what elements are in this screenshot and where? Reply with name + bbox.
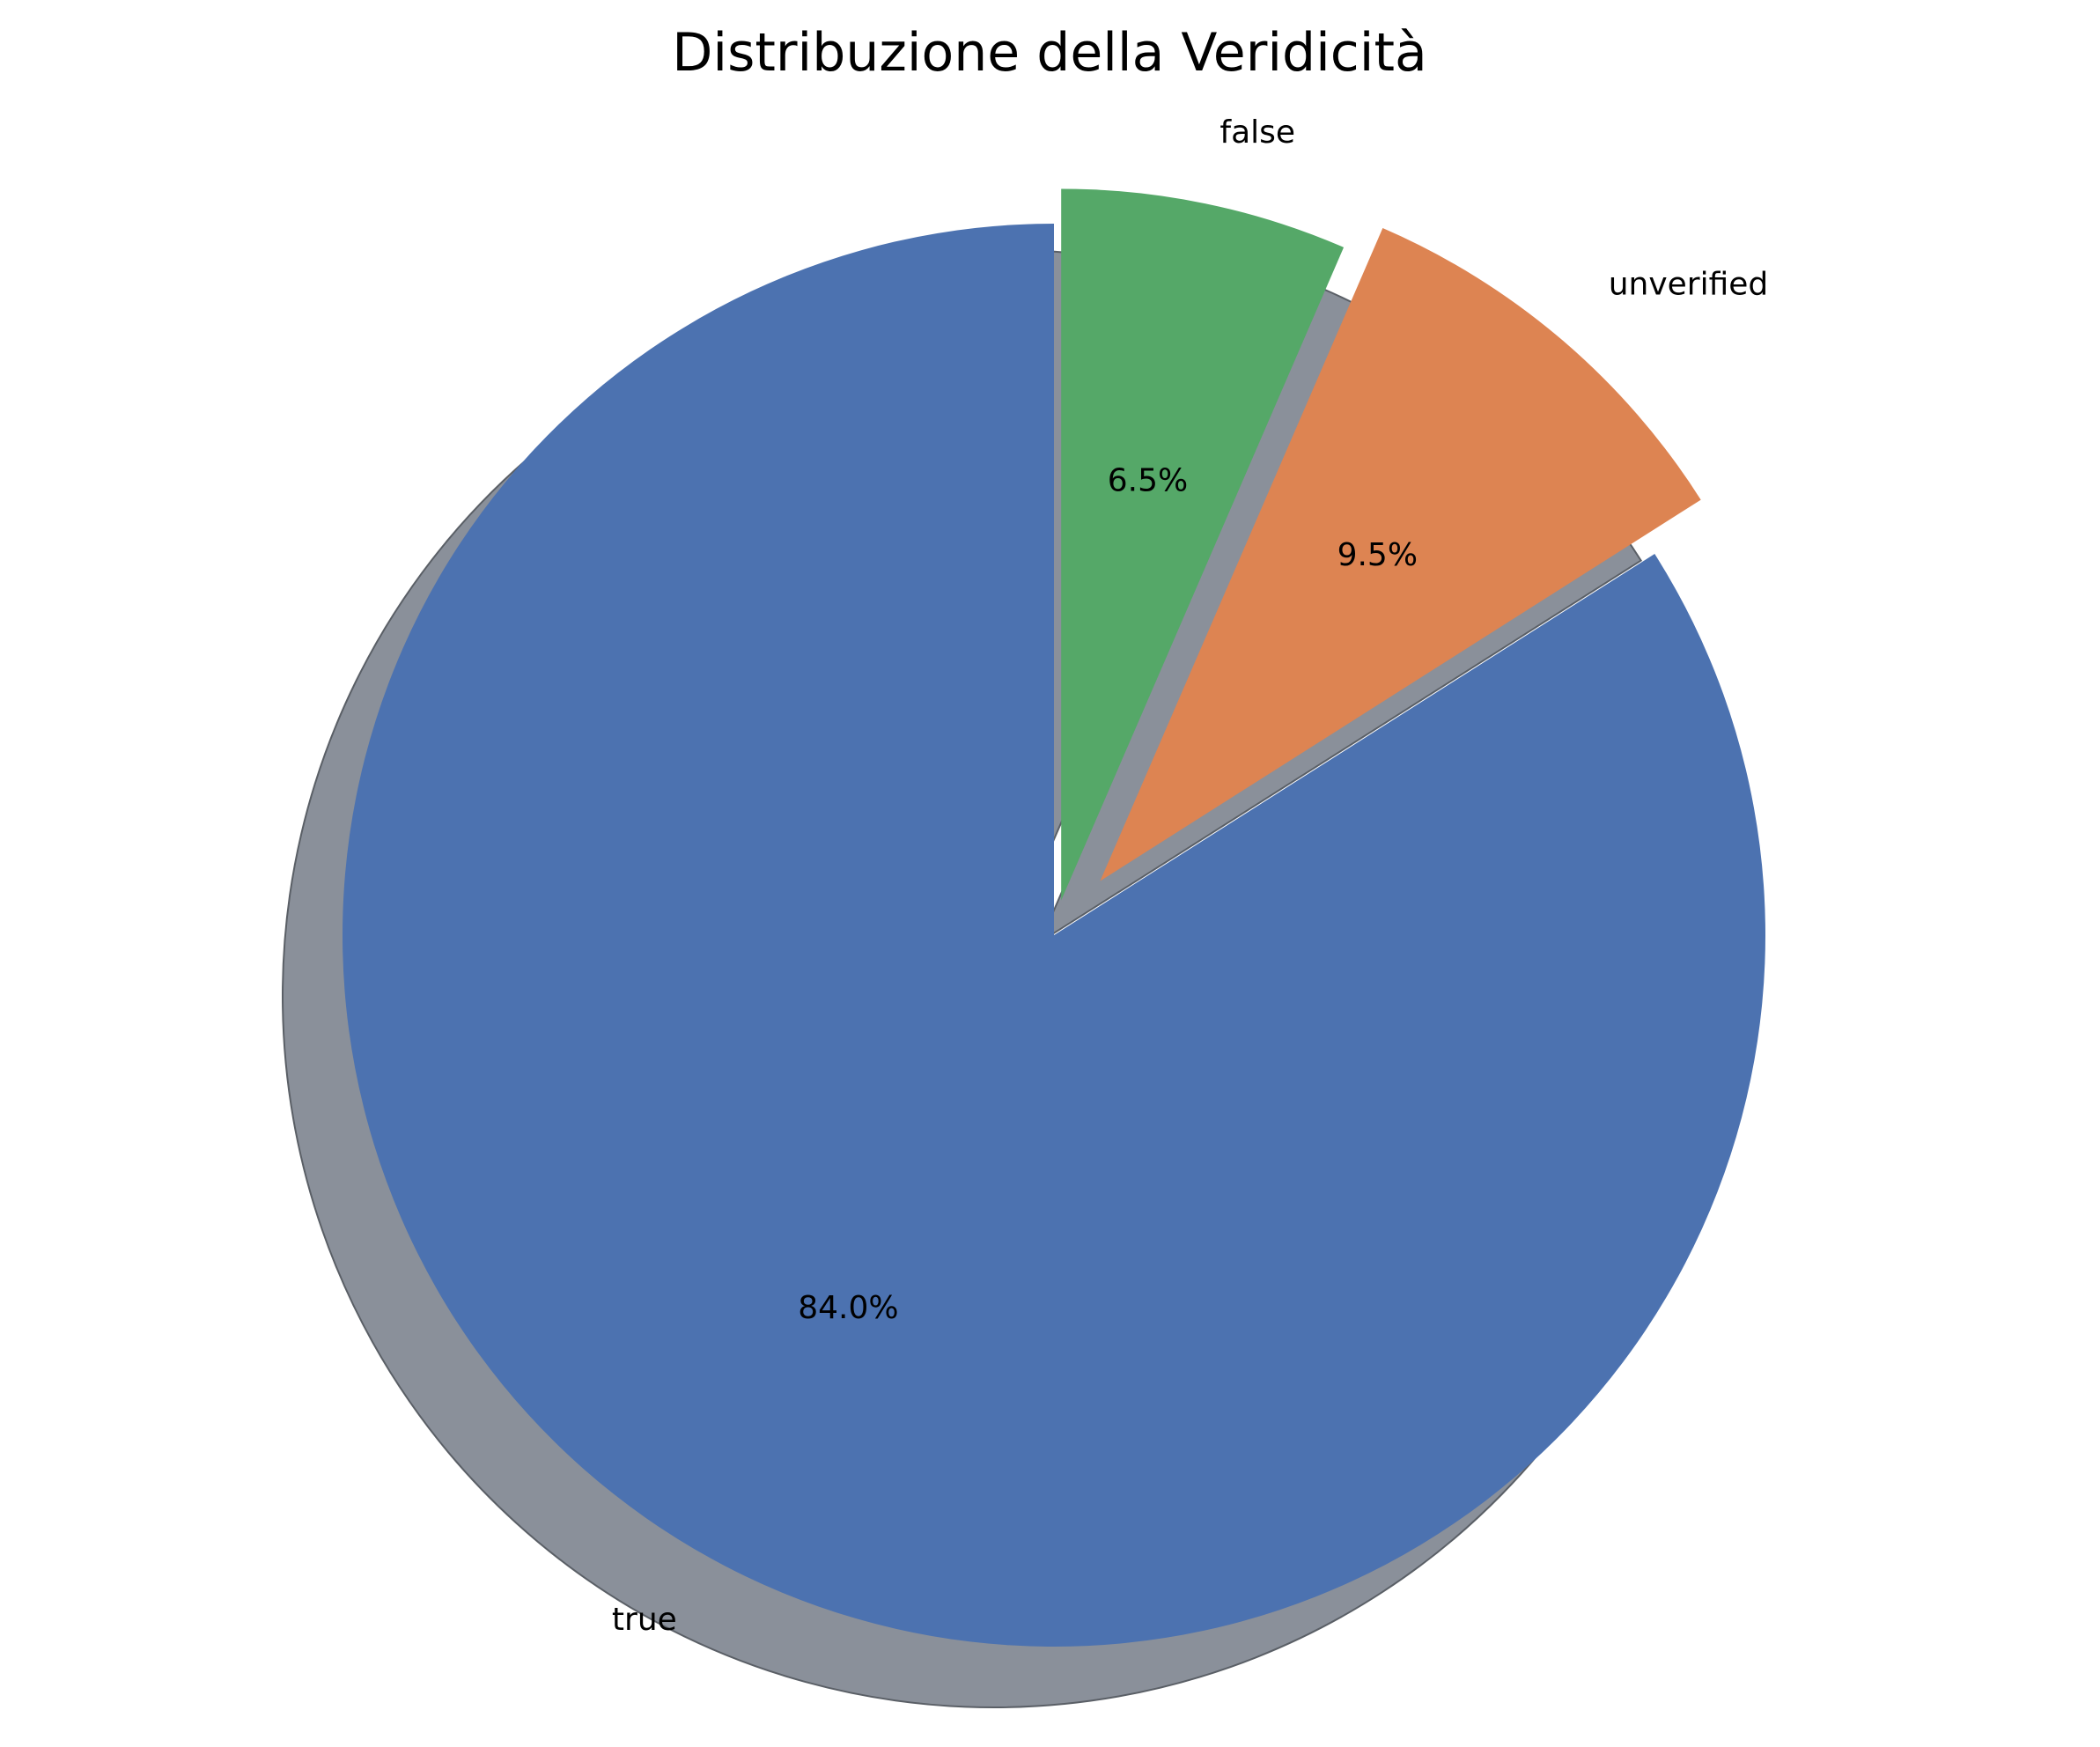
percent-label-false: 6.5% [1108,463,1188,499]
slice-label-unverified: unverified [1609,267,1769,303]
slice-layer [343,188,1765,1647]
chart-title: Distribuzione della Veridicità [672,22,1427,84]
slice-label-true: true [612,1602,677,1638]
percent-label-unverified: 9.5% [1337,537,1418,573]
percent-label-true: 84.0% [798,1290,898,1326]
slice-label-false: false [1219,114,1295,151]
